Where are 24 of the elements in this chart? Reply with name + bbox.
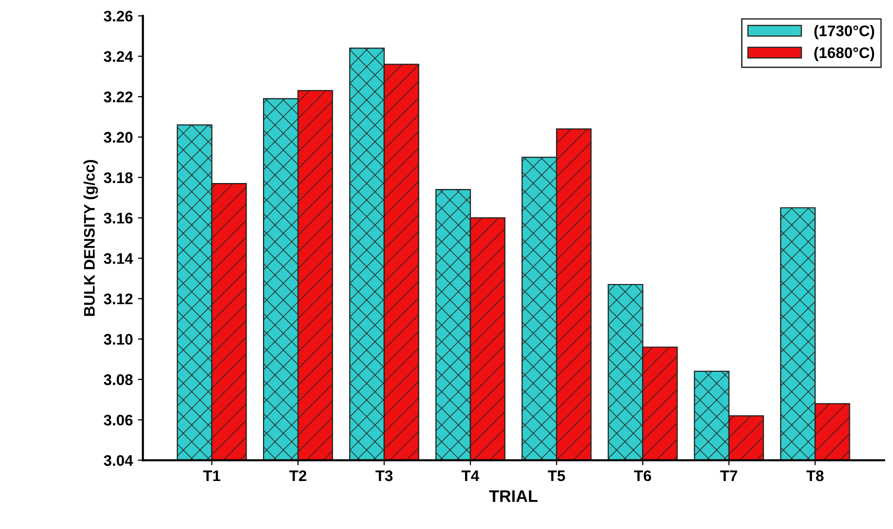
y-tick-label: 3.20 [104, 132, 133, 143]
y-tick-label: 3.06 [104, 414, 133, 426]
y-tick-label: 3.08 [104, 374, 133, 386]
y-tick-label: 3.24 [104, 51, 134, 62]
y-tick-label: 3.10 [104, 334, 133, 345]
y-tick-label: 3.12 [104, 294, 133, 304]
y-tick-label: 3.22 [104, 92, 133, 102]
x-tick-label: T3 [375, 470, 393, 482]
y-tick-label: 3.14 [104, 253, 134, 264]
x-tick-label: T4 [462, 470, 480, 482]
x-tick-label: T2 [289, 470, 306, 482]
y-tick-label: 3.26 [104, 10, 133, 22]
x-axis-title: TRIAL [489, 490, 538, 502]
legend-label: (1730°C) [814, 25, 874, 40]
x-tick-label: T1 [203, 470, 220, 482]
x-tick-label: T7 [720, 470, 738, 482]
y-tick-label: 3.16 [104, 212, 133, 224]
y-tick-label: 3.04 [104, 455, 134, 466]
y-axis-title: BULK DENSITY (g/cc) [84, 160, 98, 316]
y-tick-label: 3.18 [104, 172, 133, 184]
x-tick-label: T6 [634, 470, 652, 482]
x-tick-label: T8 [806, 470, 824, 482]
x-tick-label: T5 [548, 470, 566, 482]
legend-label: (1680°C) [814, 46, 874, 62]
